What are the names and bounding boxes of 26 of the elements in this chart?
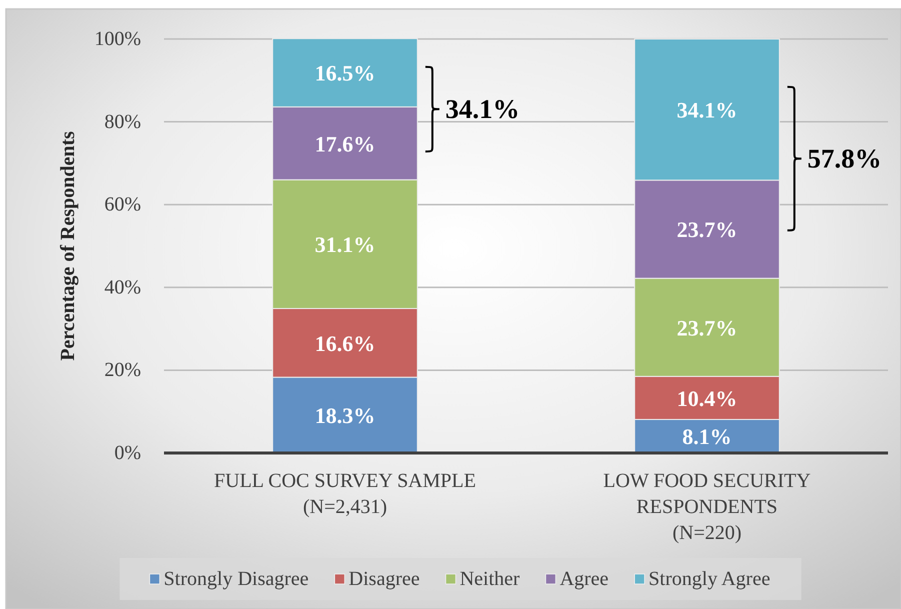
x-tick-label: FULL COC SURVEY SAMPLE (N=2,431) [214, 470, 476, 518]
data-label: 16.5% [314, 60, 376, 86]
x-tick-label: LOW FOOD SECURITY RESPONDENTS (N=220) [603, 470, 811, 544]
legend-label: Agree [560, 568, 609, 590]
annotation: 57.8% [807, 144, 882, 174]
legend-label: Disagree [348, 568, 420, 590]
data-label: 18.3% [314, 402, 376, 428]
y-tick-label: 20% [104, 359, 141, 382]
y-tick-label: 80% [104, 110, 141, 133]
data-label: 23.7% [676, 216, 738, 242]
legend-label: Neither [460, 568, 520, 590]
legend-label: Strongly Disagree [164, 568, 309, 590]
y-tick-label: 60% [104, 194, 141, 216]
data-label: 17.6% [314, 130, 376, 156]
data-label: 31.1% [314, 232, 376, 257]
annotation: 34.1% [445, 94, 520, 124]
data-label: 34.1% [676, 97, 738, 122]
data-label: 23.7% [676, 314, 738, 340]
data-label: 10.4% [676, 385, 738, 410]
y-tick-label: 40% [104, 276, 141, 298]
data-label: 16.6% [314, 330, 376, 356]
data-label: 8.1% [682, 424, 732, 449]
y-tick-label: 0% [114, 442, 141, 464]
legend-label: Strongly Agree [648, 568, 770, 590]
y-tick-label: 100% [94, 28, 141, 50]
y-axis-title: Percentage of Respondents [57, 130, 79, 361]
